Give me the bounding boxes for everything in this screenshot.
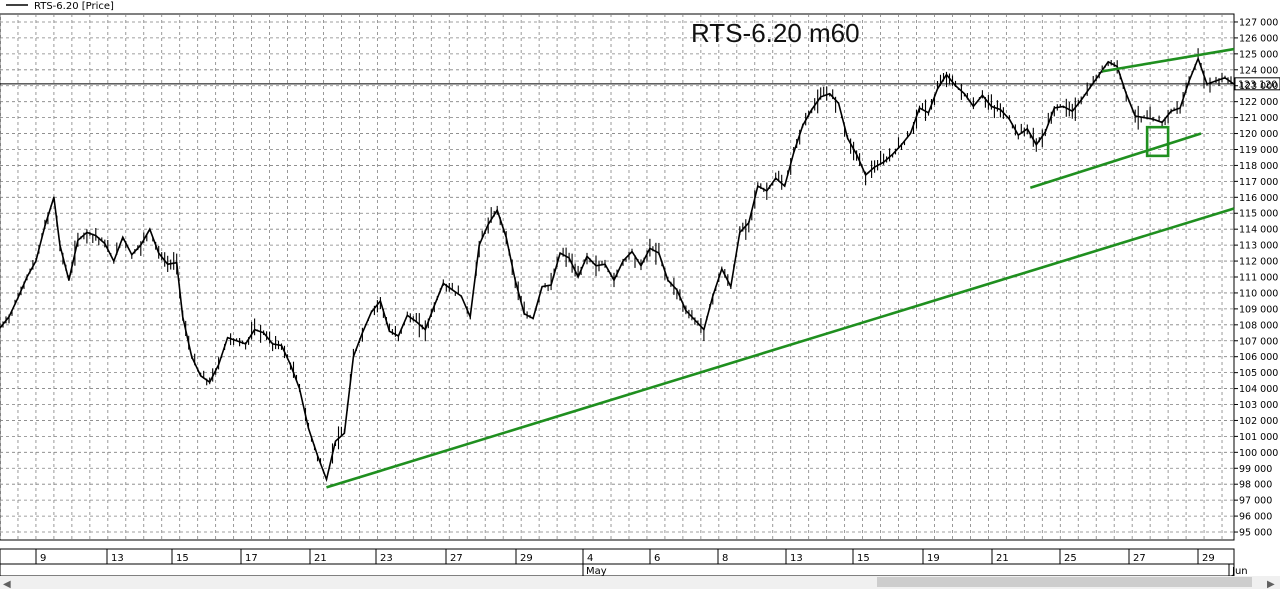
x-tick-label: 21 — [314, 553, 327, 564]
y-tick-label: 125 000 — [1239, 49, 1278, 60]
last-price-box — [1234, 77, 1280, 91]
month-label: May — [586, 566, 607, 577]
x-tick-label: 21 — [996, 553, 1009, 564]
y-tick-label: 117 000 — [1239, 177, 1278, 188]
y-tick-label: 126 000 — [1239, 33, 1278, 44]
y-tick-label: 99 000 — [1239, 464, 1272, 475]
y-tick-label: 104 000 — [1239, 384, 1278, 395]
x-tick-label: 23 — [380, 553, 393, 564]
price-line — [0, 184, 768, 483]
y-tick-label: 107 000 — [1239, 336, 1278, 347]
legend-label: RTS-6.20 [Price] — [34, 1, 114, 12]
y-tick-label: 113 000 — [1239, 241, 1278, 252]
y-tick-label: 118 000 — [1239, 161, 1278, 172]
x-tick-label: 6 — [654, 553, 660, 564]
highlight-box — [1145, 125, 1170, 158]
x-tick-label: 13 — [111, 553, 124, 564]
y-tick-label: 112 000 — [1239, 257, 1278, 268]
y-tick-label: 106 000 — [1239, 352, 1278, 363]
scroll-right-icon[interactable]: ▶ — [1267, 579, 1275, 589]
x-tick-label: 17 — [245, 553, 258, 564]
y-tick-label: 120 000 — [1239, 129, 1278, 140]
y-tick-label: 102 000 — [1239, 416, 1278, 427]
scrollbar[interactable]: ◀ ▶ — [0, 576, 1280, 589]
x-tick-label: 13 — [790, 553, 803, 564]
y-tick-label: 111 000 — [1239, 273, 1278, 284]
axes: 95 000 96 000 97 000 98 000 99 000 100 000 101… — [0, 17, 1278, 577]
x-tick-label: 25 — [1064, 553, 1077, 564]
trendline — [326, 207, 1235, 489]
chart-title: RTS-6.20 m60 — [691, 18, 860, 48]
overlays: 123 120 — [0, 77, 1280, 158]
y-tick-label: 116 000 — [1239, 193, 1278, 204]
x-tick-label: 15 — [176, 553, 189, 564]
trendline — [1101, 47, 1235, 73]
x-tick-label: 9 — [40, 553, 46, 564]
x-tick-label: 19 — [927, 553, 940, 564]
x-tick-label: 15 — [857, 553, 870, 564]
x-tick-label: 27 — [1133, 553, 1146, 564]
y-tick-label: 119 000 — [1239, 145, 1278, 156]
y-tick-label: 97 000 — [1239, 496, 1272, 507]
y-tick-label: 114 000 — [1239, 225, 1278, 236]
y-tick-label: 115 000 — [1239, 209, 1278, 220]
x-tick-label: 29 — [520, 553, 533, 564]
x-tick-label: 8 — [722, 553, 728, 564]
y-tick-label: 98 000 — [1239, 480, 1272, 491]
price-line — [766, 56, 1235, 192]
x-tick-label: 27 — [450, 553, 463, 564]
trendlines — [326, 47, 1235, 489]
grid — [0, 13, 1235, 541]
trendline — [1029, 132, 1202, 189]
y-tick-label: 123 000 — [1239, 81, 1278, 92]
y-tick-label: 100 000 — [1239, 448, 1278, 459]
month-label: Jun — [1231, 566, 1248, 577]
price-bars — [0, 48, 1232, 480]
scroll-left-icon[interactable]: ◀ — [3, 579, 11, 589]
x-tick-label: 29 — [1202, 553, 1215, 564]
price-series — [0, 56, 1235, 483]
legend: RTS-6.20 [Price] — [6, 1, 114, 12]
y-tick-label: 124 000 — [1239, 65, 1278, 76]
y-tick-label: 121 000 — [1239, 113, 1278, 124]
y-tick-label: 109 000 — [1239, 304, 1278, 315]
y-tick-label: 108 000 — [1239, 320, 1278, 331]
y-tick-label: 110 000 — [1239, 288, 1278, 299]
y-tick-label: 101 000 — [1239, 432, 1278, 443]
last-price-label: 123 120 — [1238, 79, 1277, 90]
y-tick-label: 105 000 — [1239, 368, 1278, 379]
y-tick-label: 122 000 — [1239, 97, 1278, 108]
y-tick-label: 95 000 — [1239, 528, 1272, 539]
scrollbar-thumb[interactable] — [877, 577, 1252, 587]
x-tick-label: 4 — [587, 553, 593, 564]
y-tick-label: 96 000 — [1239, 512, 1272, 523]
y-tick-label: 127 000 — [1239, 17, 1278, 28]
x-axis-band — [0, 548, 1235, 577]
y-tick-label: 103 000 — [1239, 400, 1278, 411]
